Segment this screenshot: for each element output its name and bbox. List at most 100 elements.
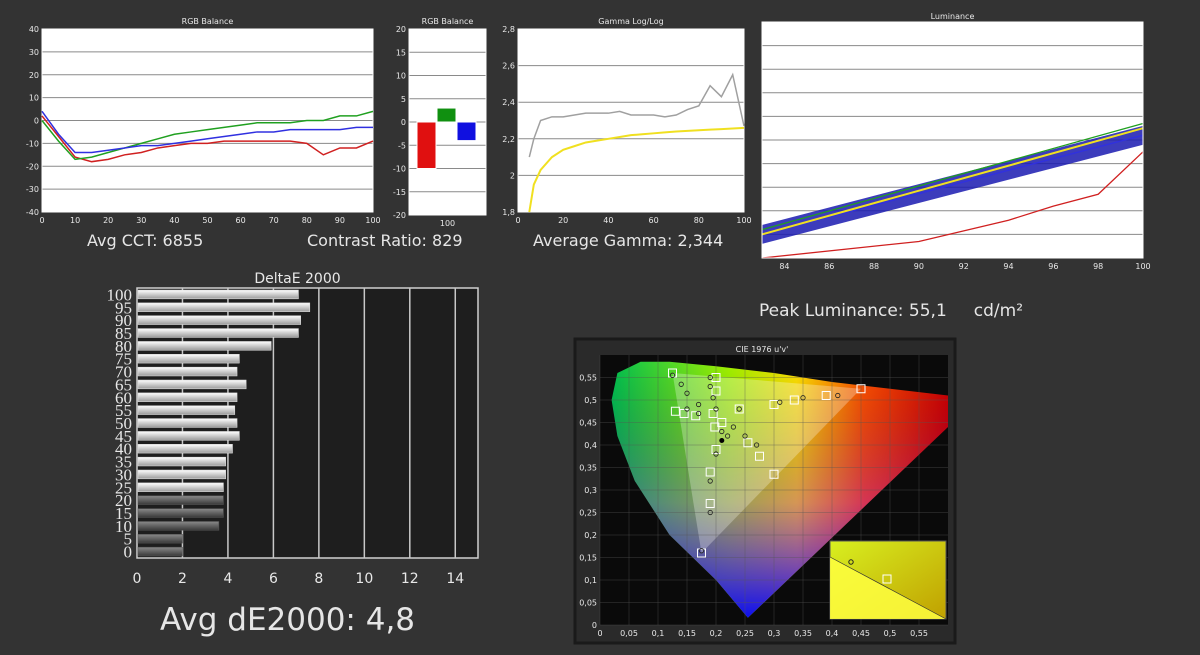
y-tick-label: 90 — [115, 311, 132, 330]
measured-point — [713, 406, 719, 412]
x-tick-label: 0 — [39, 216, 44, 225]
y-tick-label: 40 — [115, 440, 132, 459]
target-square — [705, 499, 715, 508]
bar — [416, 121, 437, 169]
deltae-bar — [137, 482, 224, 492]
x-tick-label: 40 — [169, 216, 179, 225]
average-gamma-label: Average Gamma: 2,344 — [533, 231, 724, 250]
x-tick-label: 70 — [269, 216, 279, 225]
y-tick-label: -10 — [26, 139, 39, 148]
x-tick-label: 0,45 — [852, 629, 870, 638]
inset-measured — [848, 559, 854, 565]
y-tick-label: -15 — [393, 188, 406, 197]
chart-title: CIE 1976 u'v' — [736, 345, 789, 354]
target-square — [769, 469, 779, 479]
series-line-0 — [761, 122, 1144, 231]
peak-luminance-label: Peak Luminance: 55,1 cd/m² — [759, 301, 1024, 321]
x-tick-label: 0,15 — [678, 629, 696, 638]
x-tick-label: 96 — [1048, 262, 1058, 271]
target-square — [717, 418, 727, 427]
x-tick-label: 60 — [236, 216, 246, 225]
bar — [456, 121, 477, 142]
x-tick-label: 6 — [269, 571, 278, 587]
x-tick-label: 0,4 — [826, 629, 839, 638]
deltae-bar — [137, 341, 272, 351]
y-tick-label: 5 — [124, 530, 133, 549]
x-tick-label: 30 — [136, 216, 146, 225]
y-tick-label: 55 — [115, 401, 132, 420]
series-line-2 — [41, 110, 373, 154]
measured-point — [719, 428, 725, 435]
measured-point — [707, 374, 713, 381]
target-square — [708, 409, 718, 418]
x-tick-label: 0,5 — [884, 629, 897, 638]
y-tick-label: -30 — [26, 185, 39, 194]
avg-deltae-label: Avg dE2000: 4,8 — [160, 602, 416, 638]
y-tick-label: 95 — [115, 298, 132, 317]
deltae-bar — [137, 469, 226, 480]
inset-edge — [829, 556, 947, 620]
measured-point — [724, 433, 731, 439]
measured-point — [777, 399, 783, 405]
x-tick-label: 100 — [1135, 262, 1150, 271]
measured-point — [669, 372, 676, 378]
measured-point — [835, 392, 841, 399]
deltae-bar — [137, 354, 240, 364]
x-tick-label: 0,2 — [710, 629, 723, 638]
y-tick-label: 0,5 — [584, 396, 597, 405]
series-line-1 — [528, 126, 745, 213]
y-tick-label: 0 — [401, 118, 406, 127]
y-tick-label: 2 — [510, 171, 515, 180]
deltae-bar — [137, 521, 220, 531]
y-tick-label: 80 — [115, 337, 132, 356]
target-square — [821, 391, 831, 400]
x-tick-label: 98 — [1093, 262, 1103, 271]
x-tick-label: 20 — [558, 216, 568, 225]
y-tick-label: 75 — [115, 350, 132, 369]
deltae-bar — [137, 495, 224, 505]
x-tick-label: 86 — [824, 262, 834, 271]
y-tick-label: 20 — [396, 25, 406, 34]
white-point — [719, 438, 725, 443]
y-tick-label: 60 — [115, 388, 132, 407]
contrast-ratio-label: Contrast Ratio: 829 — [307, 231, 463, 250]
x-tick-label: 92 — [959, 262, 969, 271]
plot-area — [518, 29, 744, 212]
target-square — [755, 451, 764, 461]
y-tick-label: 2,4 — [502, 98, 515, 107]
deltae-bar — [137, 405, 236, 415]
y-tick-label: 0 — [592, 621, 597, 630]
x-tick-label: 100 — [365, 216, 380, 225]
y-tick-label: 45 — [115, 427, 132, 446]
series-line-2 — [761, 127, 1144, 236]
target-square — [743, 438, 753, 448]
chart-title: DeltaE 2000 — [254, 271, 340, 287]
x-tick-label: 10 — [355, 571, 373, 587]
target-square — [711, 445, 721, 454]
deltae-bar — [137, 456, 226, 467]
measured-point — [695, 410, 702, 417]
y-tick-label: -10 — [393, 165, 406, 174]
y-tick-label: 35 — [115, 453, 132, 472]
y-tick-label: -40 — [26, 208, 39, 217]
target-square — [789, 395, 799, 405]
measured-point — [753, 442, 760, 448]
rgb-balance-line-chart: -40 -30 -20 -10 0 10 20 30 40 0 10 20 30 40 50 60 70 80 90… — [26, 17, 381, 225]
target-square — [679, 409, 689, 418]
y-tick-label: 100 — [107, 285, 133, 304]
measured-point — [707, 509, 713, 516]
x-tick-label: 0 — [597, 629, 602, 638]
y-tick-label: 0,1 — [584, 576, 597, 585]
x-tick-label: 12 — [401, 571, 419, 587]
deltae-bar — [137, 392, 238, 402]
deltae-bar — [137, 444, 233, 454]
y-tick-label: 1,8 — [502, 208, 515, 217]
x-tick-label: 80 — [694, 216, 704, 225]
y-tick-label: 20 — [29, 71, 39, 80]
y-tick-label: 20 — [115, 491, 132, 510]
x-tick-label: 88 — [869, 262, 879, 271]
measured-point — [707, 478, 713, 484]
y-tick-label: 2,2 — [502, 135, 515, 144]
x-tick-label: 20 — [103, 216, 113, 225]
x-tick-label: 90 — [914, 262, 924, 271]
